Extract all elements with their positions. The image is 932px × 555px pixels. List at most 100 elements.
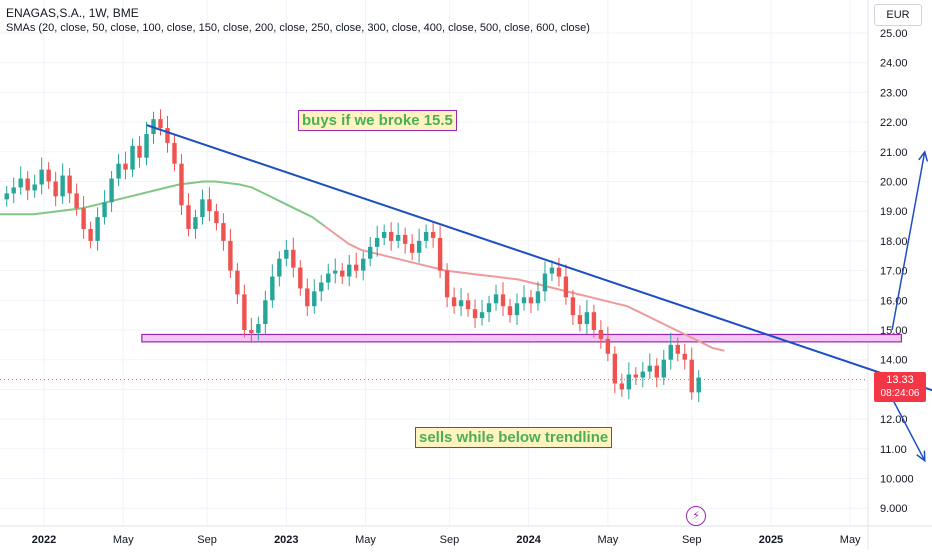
candle-body bbox=[361, 258, 366, 271]
candle-body bbox=[472, 309, 478, 319]
candle-body bbox=[158, 119, 163, 129]
x-tick-label: Sep bbox=[682, 534, 702, 546]
candle-body bbox=[542, 273, 548, 292]
candle-body bbox=[305, 288, 310, 307]
down-arrow-head bbox=[916, 450, 926, 463]
candle-body bbox=[39, 169, 44, 185]
candle-body bbox=[319, 282, 324, 292]
up-arrow-head bbox=[918, 150, 929, 162]
candle-body bbox=[221, 223, 226, 241]
lightning-icon[interactable]: ⚡ bbox=[686, 506, 706, 526]
indicator-legend[interactable]: SMAs (20, close, 50, close, 100, close, … bbox=[6, 22, 590, 34]
candle-body bbox=[354, 264, 359, 271]
candle-body bbox=[395, 234, 401, 241]
candle-body bbox=[437, 237, 443, 271]
candle-body bbox=[4, 193, 9, 200]
y-tick-label: 23.00 bbox=[880, 87, 908, 99]
candle-body bbox=[32, 184, 37, 191]
candle-body bbox=[116, 163, 121, 179]
symbol-title[interactable]: ENAGAS,S.A., 1W, BME bbox=[6, 6, 139, 20]
candle-body bbox=[605, 338, 611, 354]
candle-body bbox=[172, 142, 177, 164]
candle-body bbox=[18, 178, 23, 188]
y-tick-label: 10.000 bbox=[880, 474, 914, 486]
candle-body bbox=[388, 231, 394, 241]
y-tick-label: 24.00 bbox=[880, 58, 908, 70]
y-tick-label: 9.000 bbox=[880, 503, 908, 515]
candle-body bbox=[340, 270, 345, 277]
candle-body bbox=[577, 315, 583, 325]
candle-body bbox=[633, 374, 639, 378]
candle-body bbox=[11, 187, 16, 194]
candle-body bbox=[256, 324, 261, 333]
candle-body bbox=[312, 291, 317, 307]
candle-body bbox=[186, 205, 191, 230]
resistance-zone bbox=[141, 333, 903, 343]
candle-body bbox=[123, 163, 128, 170]
candle-body bbox=[521, 297, 527, 304]
candle-body bbox=[500, 294, 506, 307]
candle-body bbox=[46, 169, 51, 182]
candle-body bbox=[263, 300, 268, 325]
trendline bbox=[146, 124, 932, 392]
candle-body bbox=[451, 297, 457, 307]
candle-body bbox=[514, 303, 520, 316]
x-tick-label: May bbox=[597, 534, 618, 546]
currency-button[interactable]: EUR bbox=[874, 4, 922, 26]
candle-body bbox=[423, 231, 429, 241]
candle-body bbox=[640, 371, 646, 378]
candle-body bbox=[144, 133, 149, 158]
y-tick-label: 20.00 bbox=[880, 177, 908, 189]
y-tick-label: 22.00 bbox=[880, 117, 908, 129]
candle-body bbox=[465, 300, 471, 310]
x-tick-label: 2022 bbox=[32, 534, 56, 546]
candle-body bbox=[416, 240, 422, 253]
candle-body bbox=[493, 294, 499, 304]
x-tick-label: 2025 bbox=[759, 534, 783, 546]
sell-annotation[interactable]: sells while below trendline bbox=[415, 427, 613, 448]
candle-body bbox=[214, 211, 219, 224]
candle-body bbox=[95, 217, 100, 241]
candle-body bbox=[25, 178, 30, 191]
candle-body bbox=[235, 270, 240, 295]
candle-body bbox=[333, 270, 338, 274]
candle-body bbox=[249, 330, 254, 333]
y-tick-label: 14.00 bbox=[880, 355, 908, 367]
candle-body bbox=[591, 312, 597, 330]
candle-body bbox=[326, 273, 331, 283]
y-tick-label: 17.00 bbox=[880, 266, 908, 278]
candle-body bbox=[270, 276, 275, 301]
candle-body bbox=[668, 344, 673, 360]
candle-body bbox=[88, 229, 93, 241]
candle-body bbox=[291, 249, 296, 268]
candle-body bbox=[626, 374, 632, 390]
y-tick-label: 12.00 bbox=[880, 414, 908, 426]
candle-body bbox=[74, 193, 79, 209]
candle-body bbox=[612, 353, 618, 384]
last-price-tag: 13.33 08:24:06 bbox=[874, 372, 926, 402]
x-tick-label: 2024 bbox=[516, 534, 541, 546]
candle-body bbox=[207, 199, 212, 212]
candle-body bbox=[689, 359, 694, 393]
candle-body bbox=[507, 306, 513, 316]
candle-body bbox=[102, 202, 107, 218]
candle-body bbox=[549, 267, 555, 274]
candle-body bbox=[284, 249, 289, 259]
candle-body bbox=[53, 181, 58, 197]
up-arrow-line bbox=[891, 151, 926, 331]
sma-line-rising bbox=[0, 180, 326, 227]
buy-annotation[interactable]: buys if we broke 15.5 bbox=[298, 110, 457, 131]
candle-body bbox=[598, 330, 604, 339]
candle-body bbox=[368, 246, 373, 259]
y-tick-label: 18.00 bbox=[880, 236, 908, 248]
candle-body bbox=[430, 231, 436, 238]
bar-countdown: 08:24:06 bbox=[880, 388, 920, 399]
candle-body bbox=[563, 276, 569, 298]
candle-body bbox=[193, 217, 198, 230]
y-tick-label: 21.00 bbox=[880, 147, 908, 159]
y-tick-label: 11.00 bbox=[880, 444, 907, 456]
candle-body bbox=[675, 344, 680, 354]
candle-body bbox=[81, 208, 86, 230]
